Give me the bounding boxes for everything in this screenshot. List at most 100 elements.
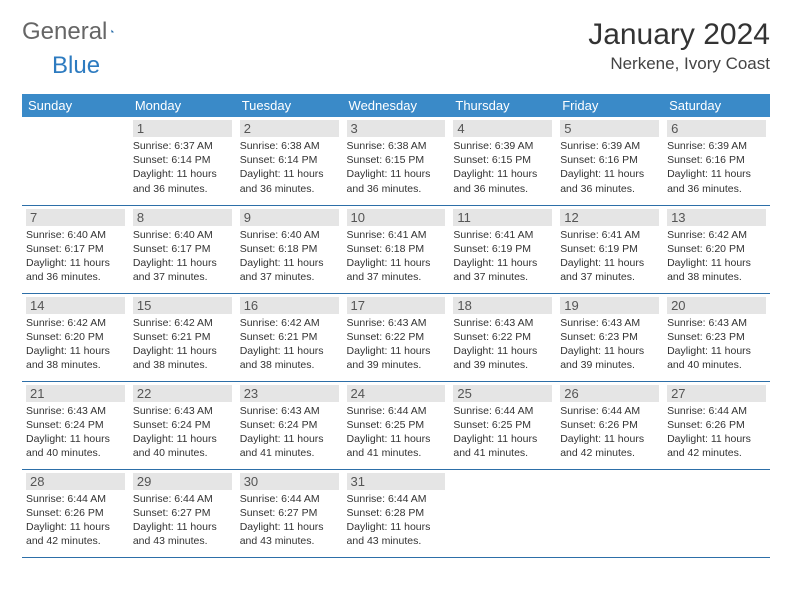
daylight-text: Daylight: 11 hours and 43 minutes.	[133, 520, 232, 548]
calendar-day-cell: 28Sunrise: 6:44 AMSunset: 6:26 PMDayligh…	[22, 469, 129, 557]
daylight-text: Daylight: 11 hours and 42 minutes.	[26, 520, 125, 548]
day-number: 22	[133, 385, 232, 402]
sunset-text: Sunset: 6:23 PM	[560, 330, 659, 344]
calendar-day-cell: 10Sunrise: 6:41 AMSunset: 6:18 PMDayligh…	[343, 205, 450, 293]
day-number: 14	[26, 297, 125, 314]
sunset-text: Sunset: 6:24 PM	[240, 418, 339, 432]
sunrise-text: Sunrise: 6:40 AM	[26, 228, 125, 242]
sunset-text: Sunset: 6:26 PM	[26, 506, 125, 520]
daylight-text: Daylight: 11 hours and 42 minutes.	[667, 432, 766, 460]
sunset-text: Sunset: 6:22 PM	[453, 330, 552, 344]
calendar-day-cell: 17Sunrise: 6:43 AMSunset: 6:22 PMDayligh…	[343, 293, 450, 381]
calendar-day-cell: 30Sunrise: 6:44 AMSunset: 6:27 PMDayligh…	[236, 469, 343, 557]
day-info: Sunrise: 6:42 AMSunset: 6:21 PMDaylight:…	[133, 316, 232, 373]
day-number: 8	[133, 209, 232, 226]
sunset-text: Sunset: 6:21 PM	[133, 330, 232, 344]
sunset-text: Sunset: 6:19 PM	[560, 242, 659, 256]
day-number: 1	[133, 120, 232, 137]
day-number: 30	[240, 473, 339, 490]
day-info: Sunrise: 6:44 AMSunset: 6:26 PMDaylight:…	[26, 492, 125, 549]
sunrise-text: Sunrise: 6:44 AM	[26, 492, 125, 506]
day-number: 9	[240, 209, 339, 226]
daylight-text: Daylight: 11 hours and 37 minutes.	[133, 256, 232, 284]
calendar-day-cell: .	[556, 469, 663, 557]
day-info: Sunrise: 6:39 AMSunset: 6:16 PMDaylight:…	[560, 139, 659, 196]
daylight-text: Daylight: 11 hours and 37 minutes.	[240, 256, 339, 284]
weekday-header: Tuesday	[236, 94, 343, 117]
sunrise-text: Sunrise: 6:44 AM	[560, 404, 659, 418]
calendar-day-cell: 25 Sunrise: 6:44 AMSunset: 6:25 PMDayligh…	[449, 381, 556, 469]
calendar-day-cell: 27Sunrise: 6:44 AMSunset: 6:26 PMDayligh…	[663, 381, 770, 469]
calendar-day-cell: 11Sunrise: 6:41 AMSunset: 6:19 PMDayligh…	[449, 205, 556, 293]
calendar-day-cell: 9Sunrise: 6:40 AMSunset: 6:18 PMDaylight…	[236, 205, 343, 293]
daylight-text: Daylight: 11 hours and 41 minutes.	[347, 432, 446, 460]
day-number: 15	[133, 297, 232, 314]
daylight-text: Daylight: 11 hours and 36 minutes.	[240, 167, 339, 195]
sunset-text: Sunset: 6:17 PM	[133, 242, 232, 256]
day-number: 29	[133, 473, 232, 490]
sunset-text: Sunset: 6:25 PM	[453, 418, 552, 432]
calendar-day-cell: 19 Sunrise: 6:43 AMSunset: 6:23 PMDayligh…	[556, 293, 663, 381]
daylight-text: Daylight: 11 hours and 36 minutes.	[347, 167, 446, 195]
day-info: Sunrise: 6:43 AMSunset: 6:23 PMDaylight:…	[667, 316, 766, 373]
day-number: 24	[347, 385, 446, 402]
day-info: Sunrise: 6:42 AMSunset: 6:20 PMDaylight:…	[26, 316, 125, 373]
day-number: 10	[347, 209, 446, 226]
day-number: 21	[26, 385, 125, 402]
sunset-text: Sunset: 6:28 PM	[347, 506, 446, 520]
calendar-day-cell: 12 Sunrise: 6:41 AMSunset: 6:19 PMDayligh…	[556, 205, 663, 293]
sunset-text: Sunset: 6:14 PM	[133, 153, 232, 167]
day-number: 6	[667, 120, 766, 137]
sunrise-text: Sunrise: 6:44 AM	[453, 404, 552, 418]
daylight-text: Daylight: 11 hours and 36 minutes.	[133, 167, 232, 195]
sunset-text: Sunset: 6:16 PM	[667, 153, 766, 167]
day-info: Sunrise: 6:43 AMSunset: 6:23 PMDaylight:…	[560, 316, 659, 373]
daylight-text: Daylight: 11 hours and 40 minutes.	[667, 344, 766, 372]
brand-word-2: Blue	[52, 52, 100, 80]
day-number: 17	[347, 297, 446, 314]
calendar-day-cell: 1 Sunrise: 6:37 AMSunset: 6:14 PMDaylight…	[129, 117, 236, 205]
day-number: 27	[667, 385, 766, 402]
day-info: Sunrise: 6:41 AMSunset: 6:19 PMDaylight:…	[560, 228, 659, 285]
day-info: Sunrise: 6:44 AMSunset: 6:25 PMDaylight:…	[347, 404, 446, 461]
sunrise-text: Sunrise: 6:42 AM	[240, 316, 339, 330]
calendar-day-cell: 13Sunrise: 6:42 AMSunset: 6:20 PMDayligh…	[663, 205, 770, 293]
daylight-text: Daylight: 11 hours and 40 minutes.	[26, 432, 125, 460]
day-number: 25	[453, 385, 552, 402]
sunset-text: Sunset: 6:20 PM	[667, 242, 766, 256]
day-number: 5	[560, 120, 659, 137]
sunrise-text: Sunrise: 6:44 AM	[347, 492, 446, 506]
sunrise-text: Sunrise: 6:37 AM	[133, 139, 232, 153]
calendar-day-cell: 24 Sunrise: 6:44 AMSunset: 6:25 PMDayligh…	[343, 381, 450, 469]
daylight-text: Daylight: 11 hours and 39 minutes.	[560, 344, 659, 372]
calendar-week-row: 14Sunrise: 6:42 AMSunset: 6:20 PMDayligh…	[22, 293, 770, 381]
calendar-week-row: 21Sunrise: 6:43 AMSunset: 6:24 PMDayligh…	[22, 381, 770, 469]
calendar-day-cell: 22Sunrise: 6:43 AMSunset: 6:24 PMDayligh…	[129, 381, 236, 469]
day-number: 18	[453, 297, 552, 314]
day-info: Sunrise: 6:42 AMSunset: 6:21 PMDaylight:…	[240, 316, 339, 373]
calendar-day-cell: 20 Sunrise: 6:43 AMSunset: 6:23 PMDayligh…	[663, 293, 770, 381]
day-number: 12	[560, 209, 659, 226]
sunset-text: Sunset: 6:20 PM	[26, 330, 125, 344]
daylight-text: Daylight: 11 hours and 38 minutes.	[240, 344, 339, 372]
daylight-text: Daylight: 11 hours and 39 minutes.	[347, 344, 446, 372]
calendar-day-cell: 14 Sunrise: 6:42 AMSunset: 6:20 PMDayligh…	[22, 293, 129, 381]
sunrise-text: Sunrise: 6:40 AM	[240, 228, 339, 242]
calendar-day-cell: 16Sunrise: 6:42 AMSunset: 6:21 PMDayligh…	[236, 293, 343, 381]
calendar-day-cell: .	[449, 469, 556, 557]
day-info: Sunrise: 6:44 AMSunset: 6:25 PMDaylight:…	[453, 404, 552, 461]
sunset-text: Sunset: 6:24 PM	[26, 418, 125, 432]
calendar-day-cell: 21 Sunrise: 6:43 AMSunset: 6:24 PMDayligh…	[22, 381, 129, 469]
calendar-table: Sunday Monday Tuesday Wednesday Thursday…	[22, 94, 770, 558]
calendar-day-cell: .	[22, 117, 129, 205]
day-info: Sunrise: 6:43 AMSunset: 6:24 PMDaylight:…	[26, 404, 125, 461]
day-number: 19	[560, 297, 659, 314]
daylight-text: Daylight: 11 hours and 42 minutes.	[560, 432, 659, 460]
sunrise-text: Sunrise: 6:43 AM	[133, 404, 232, 418]
day-number: 26	[560, 385, 659, 402]
location-label: Nerkene, Ivory Coast	[588, 54, 770, 74]
day-number: 20	[667, 297, 766, 314]
sunrise-text: Sunrise: 6:41 AM	[453, 228, 552, 242]
calendar-day-cell: 18Sunrise: 6:43 AMSunset: 6:22 PMDayligh…	[449, 293, 556, 381]
day-info: Sunrise: 6:39 AMSunset: 6:16 PMDaylight:…	[667, 139, 766, 196]
